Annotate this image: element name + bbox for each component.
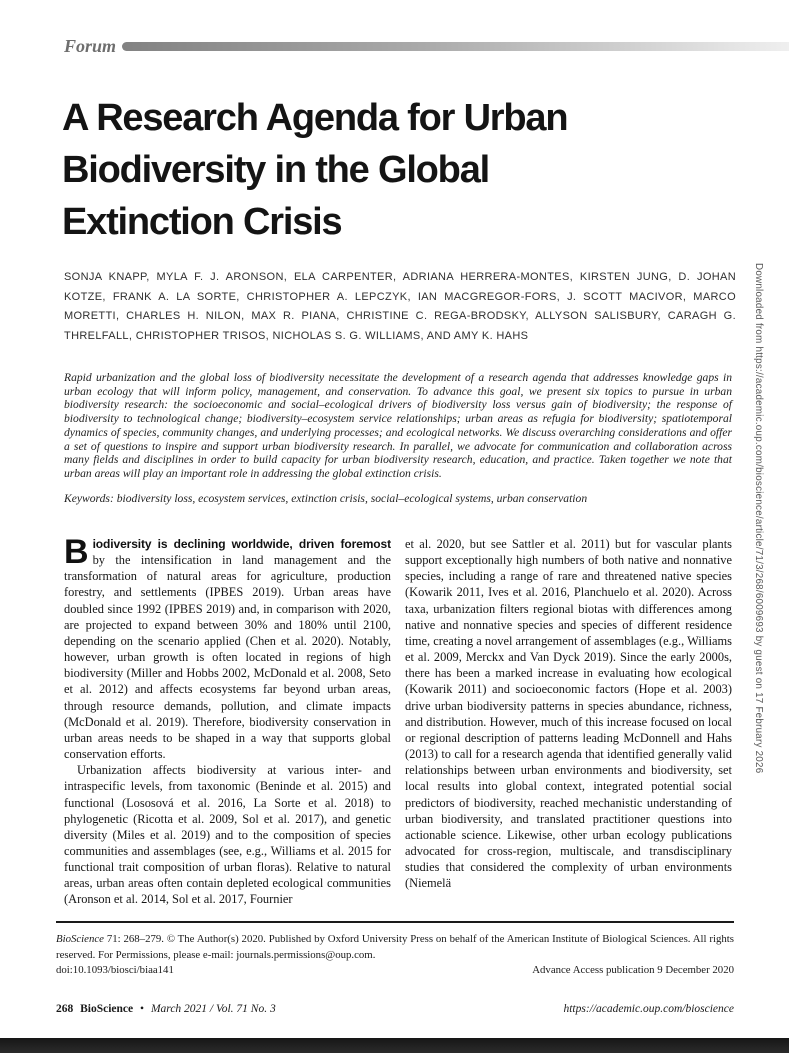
section-label: Forum	[64, 36, 117, 56]
citation-rest: 71: 268–279. © The Author(s) 2020. Publi…	[56, 933, 734, 961]
page-number: 268	[56, 1003, 74, 1015]
page-footer: 268 BioScience • March 2021 / Vol. 71 No…	[56, 1003, 734, 1015]
article-title-line-2: Biodiversity in the Global	[62, 149, 490, 191]
article-title: A Research Agenda for Urban Biodiversity…	[62, 92, 702, 248]
paragraph-1-text: by the intensification in land managemen…	[64, 553, 391, 762]
footnote-divider	[56, 921, 734, 923]
bottom-page-edge-bar	[0, 1038, 789, 1053]
footer-bullet: •	[140, 1003, 145, 1015]
citation-footnote: BioScience 71: 268–279. © The Author(s) …	[56, 932, 734, 979]
body-column-right: et al. 2020, but see Sattler et al. 2011…	[405, 536, 732, 912]
doi-row: doi:10.1093/biosci/biaa141 Advance Acces…	[56, 963, 734, 979]
download-notice: Downloaded from https://academic.oup.com…	[753, 263, 764, 774]
doi: doi:10.1093/biosci/biaa141	[56, 964, 174, 976]
dropcap: B	[64, 536, 89, 571]
citation-text: BioScience 71: 268–279. © The Author(s) …	[56, 932, 734, 963]
article-title-line-1: A Research Agenda for Urban	[62, 97, 569, 139]
header-gradient-bar	[122, 42, 789, 51]
issue-info: March 2021 / Vol. 71 No. 3	[150, 1003, 276, 1015]
journal-name: BioScience	[80, 1003, 134, 1015]
article-title-line-3: Extinction Crisis	[62, 201, 343, 243]
lead-sentence: iodiversity is declining worldwide, driv…	[92, 537, 391, 551]
journal-url: https://academic.oup.com/bioscience	[563, 1003, 734, 1015]
citation-journal-name: BioScience	[56, 933, 104, 945]
advance-access-date: Advance Access publication 9 December 20…	[532, 964, 734, 976]
author-list: SONJA KNAPP, MYLA F. J. ARONSON, ELA CAR…	[64, 271, 736, 342]
page-footer-left: 268 BioScience • March 2021 / Vol. 71 No…	[56, 1003, 280, 1015]
body-paragraph-2: Urbanization affects biodiversity at var…	[64, 763, 391, 907]
abstract: Rapid urbanization and the global loss o…	[64, 371, 732, 480]
keywords: Keywords: biodiversity loss, ecosystem s…	[64, 492, 588, 505]
body-paragraph-2-continued: et al. 2020, but see Sattler et al. 2011…	[405, 537, 732, 891]
